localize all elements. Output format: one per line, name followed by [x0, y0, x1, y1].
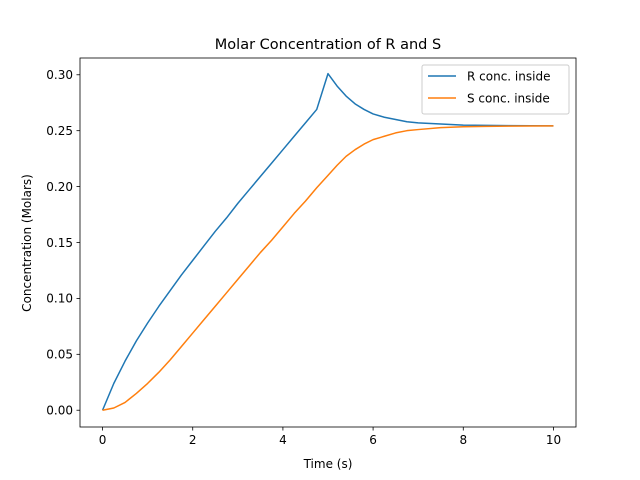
x-axis-label: Time (s) [303, 457, 353, 471]
legend-label-1: R conc. inside [467, 69, 550, 83]
y-tick-label: 0.15 [46, 236, 73, 250]
axes-frame [79, 57, 577, 428]
series-line-2 [102, 125, 554, 411]
y-tick-label: 0.20 [46, 180, 73, 194]
x-tick-label: 8 [459, 433, 467, 447]
y-tick-label: 0.10 [46, 292, 73, 306]
legend: R conc. inside S conc. inside [421, 64, 570, 115]
x-tick-label: 6 [369, 433, 377, 447]
x-tick-label: 10 [546, 433, 561, 447]
x-tick-label: 0 [99, 433, 107, 447]
y-tick-label: 0.00 [46, 404, 73, 418]
x-axis-ticks: 0 2 4 6 8 10 [99, 427, 561, 447]
legend-box [421, 64, 570, 115]
x-tick-label: 4 [279, 433, 287, 447]
y-axis-ticks: 0.00 0.05 0.10 0.15 0.20 0.25 0.30 [46, 68, 80, 418]
y-tick-label: 0.25 [46, 124, 73, 138]
y-axis-label: Concentration (Molars) [20, 174, 34, 312]
chart-title: Molar Concentration of R and S [215, 37, 441, 53]
y-tick-label: 0.05 [46, 348, 73, 362]
y-tick-label: 0.30 [46, 68, 73, 82]
series-line-1 [101, 72, 554, 411]
series-layer [101, 72, 554, 411]
x-tick-label: 2 [189, 433, 197, 447]
legend-label-2: S conc. inside [467, 91, 550, 105]
